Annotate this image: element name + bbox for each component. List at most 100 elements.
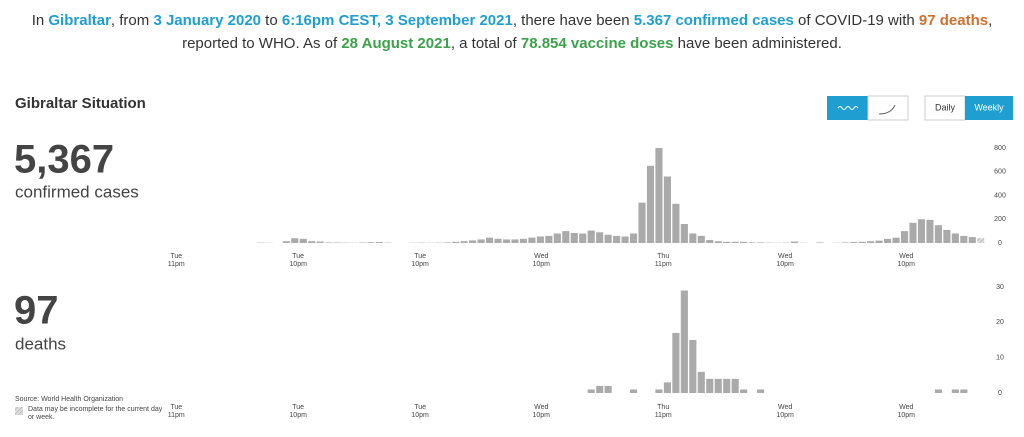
bar: [934, 225, 942, 243]
daily-button[interactable]: [924, 95, 966, 121]
bar: [867, 241, 875, 243]
summary-segment: 5.367 confirmed cases: [633, 12, 794, 29]
bar: [934, 389, 942, 393]
summary-segment: , a total of: [450, 35, 521, 52]
bar: [570, 232, 578, 243]
bar: [477, 239, 485, 243]
bar: [528, 237, 536, 243]
bar: [892, 237, 900, 243]
x-tick-label: Tue 10pm: [411, 253, 429, 268]
bar: [697, 371, 705, 393]
cumulative-icon: [878, 104, 896, 115]
bar: [672, 203, 680, 243]
bar: [545, 235, 553, 243]
x-tick-label: Wed 10pm: [532, 253, 550, 268]
bar: [443, 242, 451, 243]
weekly-label[interactable]: Weekly: [974, 102, 1004, 112]
summary-text: In Gibraltar, from 3 January 2020 to 6:1…: [12, 9, 1012, 55]
bar: [748, 242, 756, 243]
bar: [486, 237, 494, 243]
bar: [689, 340, 697, 393]
summary-segment: Gibraltar: [48, 12, 111, 29]
bar: [655, 148, 663, 243]
bar: [663, 382, 671, 393]
bar: [960, 389, 968, 393]
x-tick-label: Thu 11pm: [654, 404, 672, 419]
bar: [951, 233, 959, 243]
bar: [960, 235, 968, 243]
bar: [469, 240, 477, 243]
x-tick-label: Tue 10pm: [289, 253, 307, 268]
bar: [596, 385, 604, 393]
y-tick-label: 800: [994, 145, 1006, 152]
bar: [562, 231, 570, 243]
bar: [452, 241, 460, 243]
bar: [790, 241, 799, 243]
bar: [291, 238, 299, 243]
summary-segment: , reported to WHO. As of: [182, 12, 993, 52]
bar: [680, 290, 688, 393]
weekly-button[interactable]: [965, 96, 1013, 120]
x-tick-label: Wed 10pm: [897, 404, 915, 419]
cumulative-toggle[interactable]: [867, 95, 909, 121]
bar: [655, 389, 663, 393]
bar: [629, 389, 638, 393]
summary-segment: have been administered.: [673, 35, 842, 52]
deaths-headline: 97: [14, 289, 59, 333]
bar: [943, 229, 951, 243]
bar: [858, 241, 866, 243]
summary-segment: 3 January 2020: [153, 12, 262, 29]
y-tick-label: 20: [996, 319, 1004, 326]
bar: [604, 234, 612, 243]
bar: [367, 242, 375, 243]
x-tick-label: Tue 11pm: [167, 253, 185, 268]
bar: [536, 236, 544, 243]
x-tick-label: Thu 11pm: [654, 253, 672, 268]
linear-icon: [837, 106, 859, 110]
bar: [740, 241, 748, 243]
summary-segment: of COVID-19 with: [793, 12, 919, 29]
bar: [553, 233, 561, 243]
linear-toggle[interactable]: [827, 96, 868, 120]
x-tick-label: Wed 10pm: [897, 253, 915, 268]
bar: [494, 238, 502, 243]
y-tick-label: 200: [994, 216, 1006, 223]
bar: [884, 238, 892, 243]
summary-segment: , from: [110, 12, 154, 29]
bar: [460, 241, 468, 243]
incomplete-swatch: [15, 407, 23, 415]
bar: [731, 378, 739, 393]
source: Source: World Health Organization: [15, 396, 123, 403]
bar: [900, 231, 909, 243]
bar: [502, 239, 511, 243]
bar: [587, 230, 595, 243]
bar: [757, 389, 765, 393]
bar: [951, 389, 959, 393]
bar: [841, 242, 849, 243]
bar: [604, 385, 612, 393]
bar: [706, 240, 714, 243]
bar: [697, 235, 705, 243]
bar: [629, 233, 638, 243]
y-tick-label: 0: [998, 390, 1002, 397]
bar: [909, 222, 917, 243]
bar: [875, 240, 883, 243]
daily-label[interactable]: Daily: [935, 102, 956, 112]
bar: [579, 233, 587, 243]
bar: [714, 378, 722, 393]
x-tick-label: Tue 10pm: [411, 404, 429, 419]
x-tick-label: Wed 10pm: [532, 404, 550, 419]
bar: [672, 332, 680, 393]
bar: [706, 378, 714, 393]
bar: [723, 378, 731, 393]
bar: [299, 238, 307, 243]
bar: [316, 241, 324, 243]
deaths-label: deaths: [15, 334, 66, 353]
bar: [613, 235, 621, 243]
bar: [511, 239, 519, 243]
section-title: Gibraltar Situation: [15, 95, 146, 112]
x-tick-label: Tue 10pm: [289, 404, 307, 419]
bar: [977, 238, 985, 243]
